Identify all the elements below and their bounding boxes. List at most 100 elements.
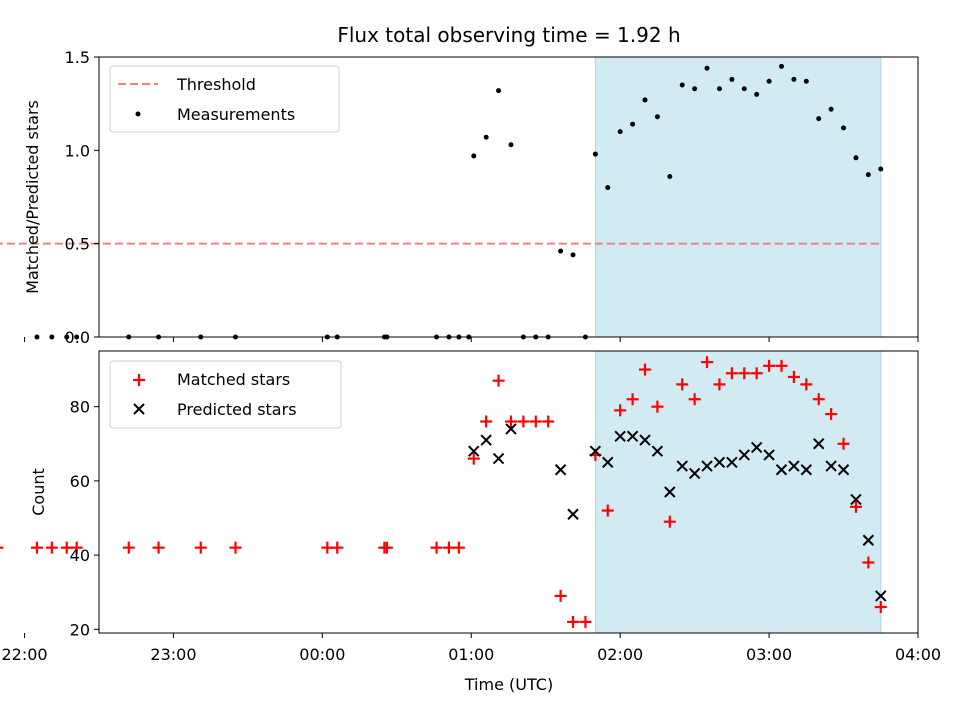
predicted-star-point — [850, 493, 862, 506]
matched-star-point — [725, 367, 738, 380]
matched-star-point — [688, 393, 701, 406]
measurement-point — [483, 134, 489, 140]
predicted-star-stroke-b — [862, 534, 875, 546]
matched-star-point — [554, 589, 567, 602]
predicted-star-stroke-b — [750, 441, 763, 454]
legend-matched-label: Matched stars — [177, 370, 290, 389]
predicted-star-point — [651, 445, 664, 457]
predicted-star-point — [676, 460, 688, 472]
matched-star-point — [849, 500, 862, 513]
predicted-star-stroke-b — [589, 445, 602, 457]
measurement-point — [679, 82, 685, 88]
predicted-star-point — [875, 590, 887, 602]
matched-star-point — [763, 359, 776, 372]
observing-window-shade-top — [594, 56, 882, 338]
measurement-point — [471, 153, 477, 159]
matched-star-point — [862, 556, 875, 569]
predicted-star-point — [763, 449, 775, 461]
predicted-star-stroke-b — [492, 452, 505, 465]
matched-star-point — [0, 546, 4, 549]
matched-star-point — [825, 408, 838, 421]
measurement-point — [74, 334, 80, 340]
measurement-point — [853, 155, 859, 161]
matched-star-point — [775, 359, 788, 372]
matched-star-point — [651, 400, 664, 413]
predicted-star-point — [688, 467, 701, 480]
predicted-star-stroke-b — [726, 456, 738, 469]
matched-star-point — [122, 541, 135, 554]
matched-star-point — [152, 541, 165, 554]
bottom-ytick-label: 60 — [70, 472, 90, 491]
predicted-star-stroke-b — [701, 460, 713, 472]
predicted-star-stroke-b — [800, 464, 813, 476]
matched-star-point — [626, 393, 639, 406]
matched-star-point — [480, 415, 493, 428]
measurement-point — [605, 185, 611, 191]
matched-star-point — [750, 367, 763, 380]
top-ytick-label: 1.0 — [65, 141, 90, 160]
predicted-star-stroke-b — [614, 430, 626, 443]
predicted-star-stroke-b — [738, 449, 750, 461]
matched-star-point — [70, 541, 83, 554]
measurement-point — [791, 76, 797, 82]
xtick-label: 01:00 — [448, 645, 494, 664]
top-panel: 0.0 0.5 1.0 1.5 Matched/Predicted stars Thr… — [0, 48, 919, 347]
top-legend: Threshold Measurements — [109, 65, 340, 133]
measurement-point — [642, 97, 648, 103]
matched-star-point — [676, 378, 689, 391]
matched-star-point — [194, 541, 207, 554]
matched-star-point — [614, 404, 627, 417]
legend-measurements-label: Measurements — [177, 105, 295, 124]
legend-matched-swatch — [133, 374, 145, 386]
predicted-star-stroke-b — [626, 430, 639, 443]
predicted-star-stroke-b — [651, 445, 664, 457]
predicted-star-point — [664, 486, 676, 498]
matched-star-points — [0, 356, 887, 628]
xtick-label: 03:00 — [746, 645, 792, 664]
legend-predicted-label: Predicted stars — [177, 400, 297, 419]
legend-threshold-label: Threshold — [176, 75, 256, 94]
measurement-point — [667, 173, 673, 179]
observing-window-shade-bottom — [594, 350, 882, 634]
top-axes-frame — [98, 56, 919, 338]
matched-star-point — [800, 378, 813, 391]
matched-star-point — [601, 504, 614, 517]
matched-star-point — [663, 515, 676, 528]
predicted-star-point — [505, 423, 517, 435]
top-y-ticks: 0.0 0.5 1.0 1.5 — [65, 48, 99, 347]
measurement-point — [558, 248, 564, 254]
measurement-point — [592, 151, 598, 157]
predicted-star-stroke-b — [554, 464, 567, 476]
measurement-point — [34, 334, 40, 340]
chart-title: Flux total observing time = 1.92 h — [337, 23, 680, 47]
bottom-ytick-label: 80 — [70, 398, 90, 417]
matched-star-point — [504, 415, 517, 428]
predicted-star-stroke-b — [567, 508, 579, 520]
matched-star-point — [639, 363, 651, 376]
matched-star-point — [701, 356, 714, 369]
matched-star-point — [713, 378, 726, 391]
predicted-star-stroke-b — [875, 590, 887, 602]
predicted-star-point — [788, 460, 800, 472]
predicted-star-point — [862, 534, 875, 546]
measurement-point — [508, 142, 514, 148]
predicted-star-point — [480, 434, 492, 446]
measurement-point — [729, 76, 735, 82]
xtick-label: 04:00 — [895, 645, 941, 664]
xtick-label: 23:00 — [150, 645, 196, 664]
predicted-star-point — [626, 430, 639, 443]
predicted-star-stroke-b — [602, 456, 614, 469]
predicted-star-point — [567, 508, 579, 520]
predicted-star-stroke-b — [775, 464, 788, 476]
predicted-star-point — [738, 449, 750, 461]
x-axis-label: Time (UTC) — [464, 675, 553, 694]
matched-star-point — [45, 541, 58, 554]
matched-star-point — [331, 541, 344, 554]
predicted-star-stroke-b — [850, 493, 862, 506]
matched-star-point — [529, 415, 542, 428]
xtick-label: 00:00 — [299, 645, 345, 664]
matched-star-point — [738, 367, 751, 380]
predicted-star-point — [825, 460, 837, 472]
